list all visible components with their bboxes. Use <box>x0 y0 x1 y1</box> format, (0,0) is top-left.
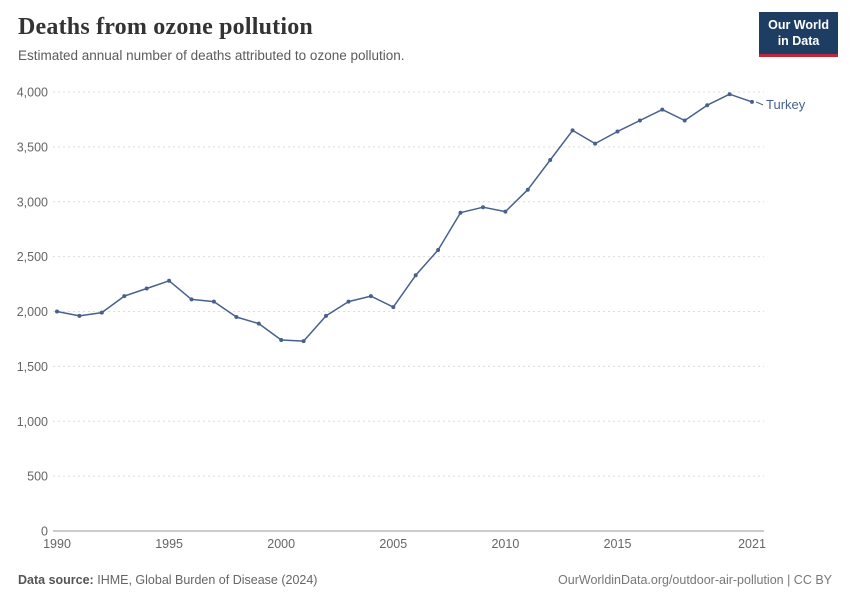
x-tick-label: 1990 <box>43 537 71 551</box>
data-point[interactable] <box>413 273 418 278</box>
data-point[interactable] <box>279 338 284 342</box>
source-label: Data source: <box>18 573 94 587</box>
data-point[interactable] <box>189 297 194 302</box>
y-tick-label: 2,500 <box>17 250 48 264</box>
data-point[interactable] <box>256 321 261 326</box>
data-point[interactable] <box>391 305 396 310</box>
y-tick-label: 500 <box>27 470 48 484</box>
y-tick-label: 4,000 <box>17 86 48 100</box>
data-point[interactable] <box>436 248 441 252</box>
y-tick-label: 3,000 <box>17 195 48 209</box>
data-source: Data source: IHME, Global Burden of Dise… <box>18 573 317 587</box>
entity-label[interactable]: Turkey <box>766 97 806 112</box>
data-point[interactable] <box>615 129 620 134</box>
chart-area: 0 500 1,000 1,500 2,000 2,500 3,000 3,500 4,000 1… <box>0 80 850 560</box>
data-point[interactable] <box>593 141 598 146</box>
logo-line1: Our World <box>768 18 829 32</box>
y-tick-label: 0 <box>41 525 48 539</box>
y-tick-label: 1,000 <box>17 415 48 429</box>
data-point[interactable] <box>122 294 127 299</box>
data-point[interactable] <box>301 339 306 344</box>
owid-logo[interactable]: Our World in Data <box>759 12 838 57</box>
data-point[interactable] <box>55 309 59 314</box>
title-block: Deaths from ozone pollution Estimated an… <box>18 12 405 63</box>
logo-line2: in Data <box>777 34 820 49</box>
line-chart[interactable]: 0 500 1,000 1,500 2,000 2,500 3,000 3,500 4,000 1… <box>0 80 850 560</box>
data-point[interactable] <box>570 128 575 133</box>
x-tick-label: 2010 <box>491 537 519 551</box>
source-text: IHME, Global Burden of Disease (2024) <box>97 573 318 587</box>
data-point[interactable] <box>503 209 508 214</box>
x-tick-label: 2000 <box>267 537 295 551</box>
data-point[interactable] <box>481 205 485 210</box>
data-point[interactable] <box>368 294 373 299</box>
data-point[interactable] <box>750 99 754 104</box>
data-point[interactable] <box>346 299 351 304</box>
data-point[interactable] <box>682 118 687 123</box>
data-point[interactable] <box>99 310 104 315</box>
x-tick-label: 2015 <box>604 537 632 551</box>
data-point[interactable] <box>660 107 665 112</box>
data-point[interactable] <box>144 286 149 291</box>
y-tick-label: 1,500 <box>17 360 48 374</box>
data-point[interactable] <box>705 103 710 108</box>
chart-footer: Data source: IHME, Global Burden of Dise… <box>0 560 850 600</box>
data-point[interactable] <box>525 187 530 192</box>
x-tick-label: 2005 <box>379 537 407 551</box>
data-point[interactable] <box>727 92 732 97</box>
chart-subtitle: Estimated annual number of deaths attrib… <box>18 48 405 63</box>
chart-header: Deaths from ozone pollution Estimated an… <box>0 0 850 80</box>
data-point[interactable] <box>458 210 463 215</box>
data-point[interactable] <box>211 299 216 304</box>
y-tick-label: 3,500 <box>17 140 48 154</box>
credit-link[interactable]: OurWorldinData.org/outdoor-air-pollution… <box>558 573 832 587</box>
entity-label-connector <box>755 101 764 106</box>
x-tick-label: 1995 <box>155 537 183 551</box>
data-point[interactable] <box>77 313 82 318</box>
data-point[interactable] <box>548 158 553 162</box>
data-point[interactable] <box>637 118 642 123</box>
data-point[interactable] <box>324 313 328 318</box>
page-title: Deaths from ozone pollution <box>18 14 313 40</box>
chart-line[interactable] <box>56 93 753 342</box>
data-point[interactable] <box>234 315 239 319</box>
data-point[interactable] <box>167 278 172 283</box>
y-tick-label: 2,000 <box>17 305 48 319</box>
x-tick-label: 2021 <box>738 537 766 551</box>
